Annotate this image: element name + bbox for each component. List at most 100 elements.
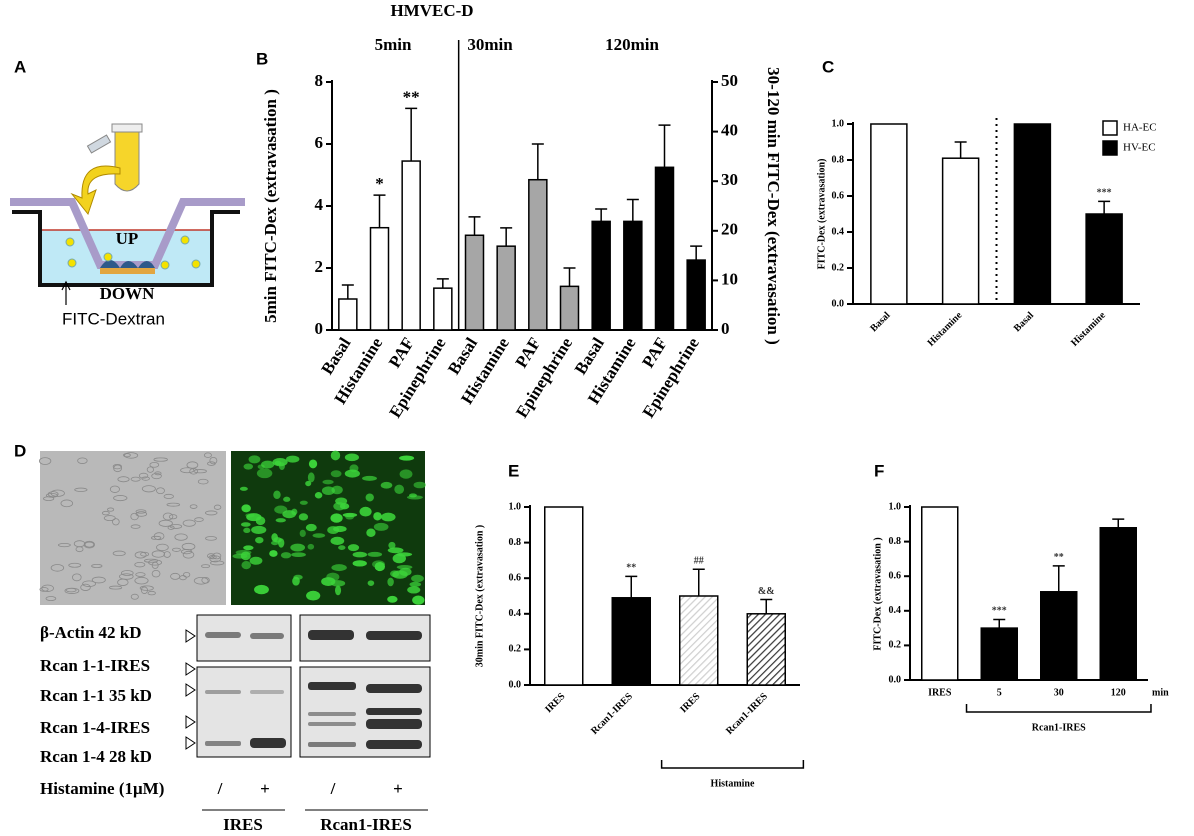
legend-swatch bbox=[1102, 140, 1118, 156]
cell bbox=[147, 590, 156, 596]
cell bbox=[387, 595, 398, 603]
cell bbox=[255, 536, 264, 544]
blot-row-label: Rcan 1-1 35 kD bbox=[40, 686, 152, 705]
panel-letter: A bbox=[14, 57, 26, 76]
cell bbox=[112, 463, 122, 470]
bar bbox=[654, 166, 675, 331]
cell bbox=[47, 491, 59, 498]
cell bbox=[331, 564, 347, 572]
cell bbox=[205, 536, 217, 541]
cell bbox=[330, 580, 346, 587]
cell bbox=[123, 453, 131, 458]
cell bbox=[335, 497, 348, 505]
cell bbox=[194, 517, 204, 522]
cell bbox=[84, 541, 95, 548]
cell bbox=[141, 476, 150, 481]
cell bbox=[151, 472, 162, 480]
cell bbox=[352, 551, 368, 558]
cell bbox=[347, 544, 360, 552]
error-bar bbox=[500, 227, 513, 247]
cell bbox=[174, 533, 188, 541]
y-label: FITC-Dex (extravasation ) bbox=[872, 537, 883, 650]
significance: *** bbox=[1097, 188, 1112, 199]
cell bbox=[39, 587, 49, 592]
cell bbox=[254, 584, 269, 595]
cell bbox=[286, 455, 300, 463]
panel-letter: F bbox=[874, 461, 884, 480]
cell bbox=[411, 574, 424, 583]
cell bbox=[235, 549, 252, 556]
tube bbox=[114, 131, 140, 192]
bracket bbox=[965, 704, 1152, 713]
y-tick-label: 0.2 bbox=[509, 644, 522, 655]
cell bbox=[203, 452, 212, 458]
cell bbox=[109, 585, 123, 590]
cell bbox=[83, 540, 95, 549]
cell bbox=[205, 510, 218, 516]
cell bbox=[140, 551, 150, 557]
cell bbox=[130, 476, 141, 482]
cell bbox=[367, 580, 375, 586]
cell bbox=[380, 481, 393, 489]
error-bar bbox=[1098, 200, 1111, 214]
cell bbox=[243, 463, 254, 470]
cell bbox=[249, 556, 263, 565]
cell bbox=[117, 476, 130, 483]
cell bbox=[150, 535, 162, 540]
cell bbox=[68, 562, 82, 568]
tube-lid bbox=[86, 134, 112, 154]
cell bbox=[170, 572, 181, 580]
cell bbox=[399, 455, 415, 461]
cell bbox=[399, 469, 413, 479]
x-tick-label: IRES bbox=[928, 687, 952, 698]
fitc-label: FITC-Dextran bbox=[62, 309, 165, 328]
cell bbox=[359, 506, 372, 517]
treatment-label: Histamine (1μM) bbox=[40, 779, 164, 798]
cell bbox=[413, 481, 426, 489]
y-tick-label: 0.2 bbox=[832, 262, 845, 273]
cell bbox=[409, 581, 422, 587]
cell bbox=[327, 526, 340, 535]
y-tick-label: 0.6 bbox=[832, 190, 845, 201]
chart-title: HMVEC-D bbox=[390, 1, 473, 20]
cell bbox=[118, 573, 134, 580]
y-label: 30min FITC-Dex (extravasation ) bbox=[474, 525, 485, 667]
legend-swatch bbox=[1102, 120, 1118, 136]
cell bbox=[138, 472, 149, 479]
cell bbox=[312, 533, 326, 538]
bar bbox=[980, 627, 1018, 681]
cell bbox=[406, 495, 423, 500]
cell bbox=[45, 596, 57, 601]
y-tick-label: 1.0 bbox=[832, 118, 845, 129]
y-tick-label: 0 bbox=[315, 319, 324, 338]
cell bbox=[57, 542, 71, 548]
cell bbox=[272, 457, 288, 467]
blot-row-label: Rcan 1-4 28 kD bbox=[40, 747, 152, 766]
bar bbox=[746, 613, 786, 686]
bar bbox=[611, 597, 651, 686]
cell bbox=[396, 564, 413, 570]
cell bbox=[141, 485, 156, 493]
y-tick-label: 0.8 bbox=[509, 537, 522, 548]
bar bbox=[338, 298, 358, 331]
cell bbox=[330, 470, 342, 478]
bar bbox=[591, 220, 611, 331]
y-tick-label: 0.6 bbox=[509, 572, 522, 583]
group-label: Rcan1-IRES bbox=[320, 815, 412, 834]
dextran-dots bbox=[65, 235, 201, 270]
down-label: DOWN bbox=[100, 284, 156, 303]
cell bbox=[143, 558, 158, 563]
group-header: 5min bbox=[375, 35, 412, 54]
cell bbox=[64, 587, 80, 594]
y-tick-label: 0.4 bbox=[509, 608, 522, 619]
cell bbox=[290, 543, 306, 552]
cell bbox=[149, 461, 160, 468]
cell bbox=[251, 525, 267, 534]
western-blot: β-Actin 42 kD Rcan 1-1-IRES Rcan 1-1 35 … bbox=[40, 614, 431, 834]
cells-phase bbox=[38, 452, 225, 601]
band-arrows bbox=[185, 629, 196, 750]
cell bbox=[82, 580, 96, 587]
cell bbox=[182, 519, 196, 527]
cell bbox=[91, 576, 106, 584]
y2-tick-label: 50 bbox=[721, 71, 738, 90]
